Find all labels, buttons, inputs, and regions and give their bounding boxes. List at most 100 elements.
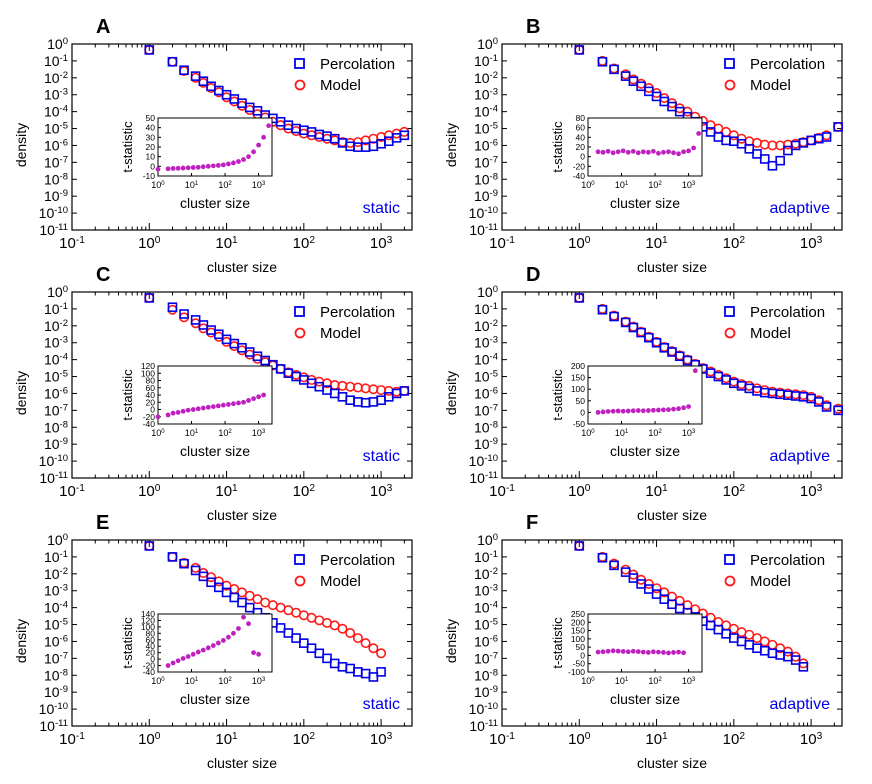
legend-label-model: Model	[750, 325, 791, 342]
inset-frame	[587, 613, 703, 673]
inset-y-tick-label: 100	[141, 622, 155, 632]
x-axis-label: cluster size	[637, 755, 707, 771]
legend-marker-percolation	[724, 58, 735, 69]
inset-y-tick-label: 60	[146, 635, 156, 645]
inset-point	[595, 410, 601, 415]
percolation-point	[167, 552, 178, 562]
inset-x-tick-label: 100	[581, 428, 595, 439]
inset-point	[180, 656, 186, 661]
inset-y-tick-label: 100	[571, 634, 585, 644]
percolation-point	[674, 106, 685, 117]
mode-label: adaptive	[770, 448, 831, 465]
inset-y-tick-label: 150	[571, 626, 585, 636]
y-tick-label: 10-8	[44, 667, 68, 684]
y-tick-label: 10-5	[474, 368, 498, 385]
inset-point	[676, 649, 681, 655]
percolation-point	[214, 329, 224, 340]
y-tick-label: 10-1	[44, 300, 68, 317]
inset-point	[661, 149, 666, 155]
percolation-point	[283, 628, 294, 638]
percolation-point	[198, 320, 209, 330]
legend-label-model: Model	[750, 77, 791, 94]
panel-d: D10010-110-210-310-410-510-610-710-810-9…	[443, 264, 844, 523]
inset-point	[686, 404, 691, 409]
inset-y-tick-label: 20	[146, 142, 156, 152]
y-tick-label: 10-10	[39, 701, 68, 718]
x-tick-label: 10-1	[489, 483, 515, 501]
inset-y-tick-label: 50	[576, 642, 586, 652]
x-tick-label: 102	[293, 483, 316, 501]
x-tick-label: 102	[723, 731, 746, 749]
inset-point	[620, 148, 626, 154]
x-axis-label: cluster size	[637, 507, 707, 523]
y-tick-label: 10-2	[474, 69, 498, 86]
inset-point	[661, 650, 666, 655]
x-tick-label: 103	[370, 483, 393, 501]
percolation-point	[221, 587, 232, 598]
x-tick-label: 101	[645, 235, 668, 253]
percolation-point	[736, 636, 747, 647]
y-tick-label: 10-11	[39, 718, 68, 735]
percolation-point	[368, 672, 379, 682]
inset-point	[635, 408, 641, 413]
inset-y-tick-label: 30	[146, 132, 156, 142]
y-tick-label: 10-6	[44, 385, 68, 402]
percolation-point	[190, 565, 201, 576]
inset-y-tick-label: 200	[571, 361, 585, 371]
inset-point	[231, 630, 236, 636]
inset-point	[686, 148, 691, 154]
y-axis-label: density	[443, 371, 459, 415]
inset-point	[676, 406, 681, 412]
inset-point	[605, 148, 611, 154]
percolation-point	[744, 640, 755, 650]
inset-point	[630, 148, 636, 154]
y-tick-label: 10-7	[474, 154, 498, 171]
inset-y-tick-label: -20	[143, 412, 156, 422]
y-axis-label: density	[13, 123, 29, 167]
percolation-point	[729, 633, 739, 643]
inset-y-tick-label: 250	[571, 609, 585, 619]
mode-label: adaptive	[770, 696, 831, 713]
inset-point	[170, 660, 176, 666]
percolation-point	[636, 81, 646, 92]
inset-point	[155, 166, 161, 172]
y-tick-label: 10-11	[469, 470, 498, 487]
percolation-point	[644, 584, 654, 594]
inset-x-tick-label: 102	[218, 676, 232, 687]
percolation-point	[237, 597, 247, 608]
percolation-point	[244, 602, 255, 613]
inset-point	[190, 651, 196, 657]
y-tick-label: 10-8	[474, 667, 498, 684]
percolation-point	[190, 315, 201, 325]
inset-point	[226, 634, 231, 640]
inset-y-tick-label: 40	[146, 390, 156, 400]
inset-point	[226, 161, 231, 167]
percolation-point	[597, 56, 608, 67]
percolation-point	[399, 386, 410, 396]
percolation-point	[713, 132, 724, 142]
mode-label: static	[363, 696, 400, 713]
legend-label-model: Model	[320, 573, 361, 590]
inset-y-tick-label: 80	[146, 628, 156, 638]
inset-point	[251, 650, 256, 656]
inset-y-tick-label: 0	[150, 654, 155, 664]
inset-point	[666, 650, 671, 656]
inset-point	[600, 149, 606, 155]
percolation-point	[651, 337, 662, 348]
y-tick-label: 10-7	[44, 650, 68, 667]
y-tick-label: 10-7	[474, 402, 498, 419]
y-tick-label: 100	[47, 36, 68, 53]
inset-point	[666, 407, 671, 413]
inset-point	[180, 408, 186, 414]
panel-letter: B	[526, 16, 540, 38]
percolation-point	[667, 101, 677, 112]
y-tick-label: 10-4	[44, 599, 69, 616]
percolation-point	[644, 332, 654, 343]
legend-label-percolation: Percolation	[750, 552, 825, 569]
legend-marker-model	[294, 79, 306, 91]
inset-point	[170, 410, 176, 416]
inset-point	[205, 404, 211, 410]
legend-marker-percolation	[294, 554, 305, 565]
panel-f: F10010-110-210-310-410-510-610-710-810-9…	[443, 512, 843, 771]
percolation-point	[644, 86, 654, 97]
